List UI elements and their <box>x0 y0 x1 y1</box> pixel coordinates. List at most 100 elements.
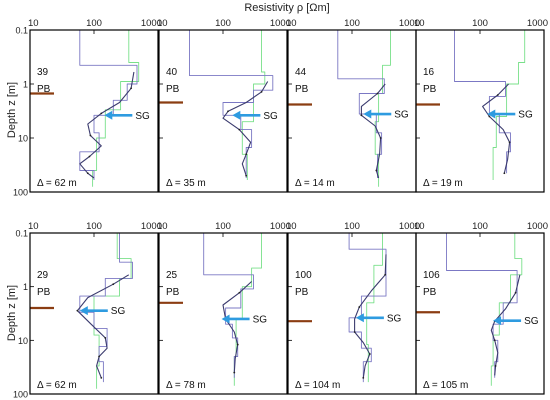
smooth-model-line <box>222 281 252 373</box>
x-tick-label: 1000 <box>527 18 548 29</box>
panel-id-label: 16 <box>423 67 435 78</box>
data-point <box>236 343 239 346</box>
sg-label: SG <box>394 110 409 121</box>
layered-model-line <box>203 233 254 378</box>
panel-id-label: 29 <box>37 270 49 281</box>
panel-frame <box>158 29 288 193</box>
layered-model-line <box>337 30 385 178</box>
sg-arrow-head <box>79 306 88 316</box>
y-axis-label-bottom-row: Depth z [m] <box>6 285 18 341</box>
profile-panels: 10 100 1000 0.1 1 10 100 39 PB SG Δ = 62 m 10 100 100… <box>13 18 548 400</box>
reference-model-line <box>366 233 383 383</box>
x-tick-label: 100 <box>472 18 488 29</box>
top-axis-label: Resistivity ρ [Ωm] <box>244 2 329 14</box>
reference-model-line <box>233 233 262 386</box>
panel-25: 10 100 1000 25 PB SG Δ = 78 m <box>157 221 291 395</box>
y-tick-label: 10 <box>18 134 28 144</box>
panel-frame <box>415 232 545 395</box>
distance-label: Δ = 62 m <box>37 380 77 391</box>
pb-label: PB <box>166 84 180 95</box>
distance-label: Δ = 104 m <box>295 380 340 391</box>
data-point <box>508 141 511 144</box>
x-tick-label: 1000 <box>141 221 162 232</box>
data-point <box>227 110 229 113</box>
x-tick-label: 100 <box>344 18 360 29</box>
y-tick-label: 10 <box>18 336 28 346</box>
pb-label: PB <box>423 287 437 298</box>
x-tick-label: 1000 <box>270 18 291 29</box>
sg-arrow-head <box>493 316 502 326</box>
distance-label: Δ = 14 m <box>295 178 335 189</box>
x-tick-label: 1000 <box>399 221 420 232</box>
smooth-model-line <box>79 71 135 179</box>
sg-label: SG <box>518 110 533 121</box>
x-tick-label: 1000 <box>141 18 162 29</box>
panel-44: 10 100 1000 44 PB SG Δ = 14 m <box>286 18 420 193</box>
x-tick-label: 10 <box>414 18 425 29</box>
y-tick-label: 1 <box>23 80 28 90</box>
smooth-model-line <box>76 274 130 379</box>
x-tick-label: 1000 <box>399 18 420 29</box>
y-tick-label: 100 <box>13 390 28 400</box>
data-point <box>130 87 133 90</box>
y-tick-label: 100 <box>13 188 28 198</box>
layered-model-line <box>189 30 274 178</box>
data-point <box>233 371 236 374</box>
panel-id-label: 106 <box>423 270 440 281</box>
data-point <box>245 153 248 156</box>
data-point <box>238 291 241 294</box>
panel-frame <box>29 232 159 395</box>
panel-39: 10 100 1000 0.1 1 10 100 39 PB SG Δ = 62 m <box>13 18 162 198</box>
reference-model-line <box>93 233 132 389</box>
pb-label: PB <box>37 287 51 298</box>
sg-label: SG <box>253 314 268 325</box>
data-point <box>88 155 91 158</box>
y-tick-label: 0.1 <box>15 26 28 36</box>
sg-arrow-head <box>363 109 372 119</box>
panel-106: 10 100 1000 106 PB SG Δ = 105 m <box>414 221 548 395</box>
data-point <box>376 92 379 95</box>
panel-40: 10 100 1000 40 PB SG Δ = 35 m <box>157 18 291 193</box>
distance-label: Δ = 35 m <box>166 178 206 189</box>
y-axis-label-top-row: Depth z [m] <box>6 82 18 138</box>
pb-label: PB <box>166 287 180 298</box>
smooth-model-line <box>222 81 269 176</box>
layered-model-line <box>446 233 518 378</box>
data-point <box>112 283 115 286</box>
sg-arrow-head <box>232 110 241 120</box>
data-point <box>488 115 491 118</box>
panel-frame <box>29 29 159 193</box>
data-point <box>384 273 387 276</box>
x-tick-label: 1000 <box>270 221 291 232</box>
distance-label: Δ = 19 m <box>423 178 463 189</box>
sg-label: SG <box>387 313 402 324</box>
pb-label: PB <box>295 287 309 298</box>
panel-id-label: 25 <box>166 270 178 281</box>
data-point <box>514 291 517 294</box>
reference-model-line <box>492 30 526 180</box>
distance-label: Δ = 78 m <box>166 380 206 391</box>
sg-label: SG <box>111 306 126 317</box>
smooth-model-line <box>490 274 521 376</box>
panel-id-label: 100 <box>295 270 312 281</box>
x-tick-label: 100 <box>86 18 102 29</box>
data-point <box>86 172 89 175</box>
x-tick-label: 100 <box>472 221 488 232</box>
data-point <box>245 174 248 177</box>
panel-id-label: 40 <box>166 67 178 78</box>
reference-model-line <box>92 30 140 187</box>
panel-id-label: 39 <box>37 67 49 78</box>
panel-29: 10 100 1000 0.1 1 10 100 29 PB SG Δ = 62 m <box>13 221 162 400</box>
data-point <box>493 339 496 342</box>
data-point <box>238 128 241 131</box>
panel-frame <box>415 29 545 193</box>
x-tick-label: 10 <box>286 18 297 29</box>
panel-id-label: 44 <box>295 67 307 78</box>
data-point <box>496 94 499 96</box>
sg-label: SG <box>135 111 150 122</box>
x-tick-label: 100 <box>344 221 360 232</box>
layered-model-line <box>454 30 511 174</box>
data-point <box>368 353 371 355</box>
x-tick-label: 100 <box>215 221 231 232</box>
